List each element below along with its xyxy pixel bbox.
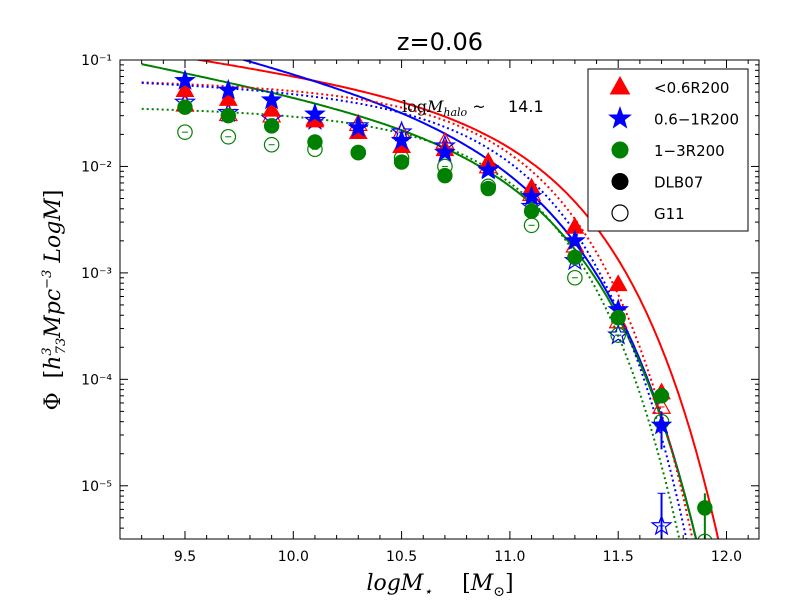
data-point <box>260 88 283 110</box>
fit-curve <box>193 60 720 539</box>
svg-text:Φ[h373Mpc−3 LogM]: Φ[h373Mpc−3 LogM] <box>40 190 69 411</box>
data-point <box>177 124 193 140</box>
legend-marker <box>608 105 632 129</box>
data-point <box>217 78 240 100</box>
data-point <box>262 99 282 117</box>
plot-frame <box>119 59 760 540</box>
axis-ticks <box>120 59 759 539</box>
halo-annotation-value: 14.1 <box>508 97 544 116</box>
data-point <box>610 327 627 343</box>
legend-marker <box>611 204 629 222</box>
data-point <box>220 128 237 145</box>
data-point <box>177 99 193 115</box>
legend-marker <box>611 141 629 159</box>
data-point <box>350 144 366 161</box>
legend-entry: 1−3R200 <box>611 141 725 160</box>
legend-entry: G11 <box>611 204 685 223</box>
y-tick-labels: 10⁻⁵ 10⁻⁴ 10⁻³ 10⁻² 10⁻¹ <box>81 53 112 495</box>
data-point <box>174 69 196 90</box>
data-point <box>608 274 628 292</box>
legend-entry: 0.6−1R200 <box>608 105 739 129</box>
y-tick-label: 10⁻⁵ <box>81 479 112 495</box>
y-tick-label: 10⁻² <box>81 159 112 175</box>
data-point <box>610 309 626 326</box>
legend-marker <box>609 75 631 95</box>
x-tick-label: 11.5 <box>603 549 634 565</box>
x-tick-label: 9.5 <box>174 549 196 565</box>
legend-entry: DLB07 <box>611 173 703 192</box>
data-point <box>175 80 195 98</box>
halo-annotation: logMhalo ~ 14.1 <box>402 97 544 119</box>
fit-curve <box>141 81 688 539</box>
fit-curve <box>240 60 698 539</box>
data-point <box>263 136 280 153</box>
x-tick-label: 10.0 <box>278 549 309 565</box>
y-tick-label: 10⁻⁴ <box>81 372 112 388</box>
data-point <box>393 154 410 170</box>
legend-marker <box>611 173 629 190</box>
data-point <box>567 269 583 286</box>
legend: <0.6R200 0.6−1R200 1−3R200 DLB07 G11 <box>587 68 749 232</box>
data-point <box>347 116 370 138</box>
x-tick-labels: 9.5 10.0 10.5 11.0 11.5 12.0 <box>174 549 742 565</box>
legend-label: G11 <box>654 205 685 223</box>
data-point <box>653 388 670 404</box>
data-point <box>263 118 280 134</box>
data-point <box>567 249 583 266</box>
legend-label: <0.6R200 <box>654 79 729 97</box>
data-point <box>307 134 323 150</box>
x-tick-label: 10.5 <box>386 549 417 565</box>
x-tick-label: 12.0 <box>711 549 742 565</box>
data-point <box>220 107 237 124</box>
data-point <box>304 102 326 124</box>
data-point <box>434 141 456 162</box>
legend-entry: <0.6R200 <box>609 75 729 97</box>
data-markers <box>173 69 713 539</box>
data-point <box>520 185 543 206</box>
x-tick-label: 11.0 <box>494 549 525 565</box>
data-point <box>390 129 413 150</box>
data-point <box>480 180 496 197</box>
data-point <box>477 158 500 180</box>
chart-title: z=0.06 <box>397 28 483 56</box>
data-point <box>523 203 540 219</box>
y-tick-label: 10⁻¹ <box>81 53 112 69</box>
data-point <box>437 167 453 184</box>
legend-label: 0.6−1R200 <box>654 111 739 129</box>
legend-label: 1−3R200 <box>654 142 725 160</box>
legend-label: DLB07 <box>654 174 703 192</box>
y-axis-label: Φ[h373Mpc−3 LogM] <box>40 190 69 411</box>
data-point <box>564 229 586 251</box>
fit-curve <box>141 81 694 539</box>
y-tick-label: 10⁻³ <box>81 266 112 282</box>
